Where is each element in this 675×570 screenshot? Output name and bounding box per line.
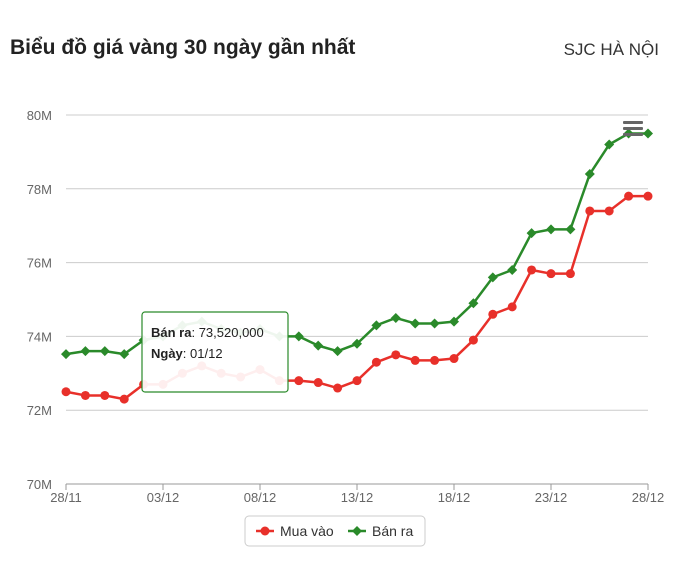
y-axis: 70M 72M 74M 76M 78M 80M bbox=[27, 108, 52, 492]
data-point[interactable] bbox=[527, 265, 537, 275]
data-point[interactable] bbox=[371, 357, 381, 367]
data-point[interactable] bbox=[565, 269, 575, 279]
data-point[interactable] bbox=[488, 309, 498, 319]
legend-item-mua-vao[interactable]: Mua vào bbox=[256, 523, 334, 539]
y-tick-label: 74M bbox=[27, 329, 52, 344]
x-tick-label: 08/12 bbox=[244, 490, 277, 505]
data-point[interactable] bbox=[313, 378, 323, 388]
data-point[interactable] bbox=[390, 312, 401, 323]
data-point[interactable] bbox=[100, 390, 110, 400]
x-axis: 28/11 03/12 08/12 13/12 18/12 23/12 28/12 bbox=[50, 484, 664, 505]
data-point[interactable] bbox=[546, 224, 556, 235]
tooltip: Bán ra: 73,520,000 Ngày: 01/12 bbox=[141, 311, 289, 393]
legend: Mua vào Bán ra bbox=[244, 515, 426, 547]
data-point[interactable] bbox=[391, 350, 401, 360]
data-point[interactable] bbox=[643, 128, 653, 139]
data-point[interactable] bbox=[584, 169, 595, 180]
data-point[interactable] bbox=[294, 376, 304, 386]
x-tick-label: 28/11 bbox=[50, 490, 82, 505]
y-tick-label: 80M bbox=[27, 108, 52, 123]
x-tick-label: 13/12 bbox=[341, 490, 374, 505]
data-point[interactable] bbox=[352, 338, 362, 349]
svg-text:Bán ra: 73,520,000: Bán ra: 73,520,000 bbox=[151, 325, 264, 340]
tooltip-date: 01/12 bbox=[190, 346, 223, 361]
data-point[interactable] bbox=[507, 302, 517, 312]
data-point[interactable] bbox=[449, 316, 459, 327]
data-point[interactable] bbox=[119, 394, 129, 404]
x-tick-label: 23/12 bbox=[535, 490, 568, 505]
data-point[interactable] bbox=[80, 390, 90, 400]
x-tick-label: 18/12 bbox=[438, 490, 471, 505]
tooltip-date-label: Ngày bbox=[151, 346, 184, 361]
chart-title: Biểu đồ giá vàng 30 ngày gần nhất bbox=[10, 36, 356, 59]
data-point[interactable] bbox=[410, 318, 421, 329]
data-point[interactable] bbox=[546, 269, 556, 279]
x-tick-label: 03/12 bbox=[147, 490, 180, 505]
data-point[interactable] bbox=[487, 272, 498, 283]
data-point[interactable] bbox=[410, 355, 420, 365]
data-point[interactable] bbox=[429, 318, 440, 329]
data-point[interactable] bbox=[449, 354, 459, 364]
legend-label-ban-ra: Bán ra bbox=[372, 523, 413, 539]
legend-label-mua-vao: Mua vào bbox=[280, 523, 334, 539]
y-tick-label: 76M bbox=[27, 256, 52, 271]
legend-item-ban-ra[interactable]: Bán ra bbox=[348, 523, 413, 539]
y-tick-label: 72M bbox=[27, 403, 52, 418]
hamburger-menu-icon[interactable] bbox=[623, 121, 643, 136]
data-point[interactable] bbox=[507, 264, 518, 275]
data-point[interactable] bbox=[313, 340, 324, 351]
data-point[interactable] bbox=[80, 346, 91, 357]
data-point[interactable] bbox=[604, 206, 614, 216]
data-point[interactable] bbox=[371, 320, 382, 331]
data-point[interactable] bbox=[585, 206, 595, 216]
tooltip-series-label: Bán ra bbox=[151, 325, 192, 340]
data-point[interactable] bbox=[293, 331, 304, 342]
data-point[interactable] bbox=[430, 355, 440, 365]
data-point[interactable] bbox=[565, 224, 576, 235]
data-point[interactable] bbox=[526, 228, 537, 239]
data-point[interactable] bbox=[332, 346, 343, 357]
data-point[interactable] bbox=[333, 383, 343, 393]
svg-text:Ngày: 01/12: Ngày: 01/12 bbox=[151, 346, 223, 361]
data-point[interactable] bbox=[61, 387, 71, 397]
tooltip-value: 73,520,000 bbox=[199, 325, 264, 340]
data-point[interactable] bbox=[624, 191, 634, 201]
location-label: SJC HÀ NỘI bbox=[563, 40, 659, 59]
data-point[interactable] bbox=[643, 191, 653, 201]
grid-lines bbox=[66, 114, 648, 485]
y-tick-label: 78M bbox=[27, 182, 52, 197]
data-point[interactable] bbox=[61, 349, 71, 360]
x-tick-label: 28/12 bbox=[632, 490, 665, 505]
data-point[interactable] bbox=[352, 376, 362, 386]
data-point[interactable] bbox=[468, 298, 479, 309]
y-tick-label: 70M bbox=[27, 477, 52, 492]
data-point[interactable] bbox=[99, 346, 110, 357]
data-point[interactable] bbox=[604, 139, 615, 150]
data-point[interactable] bbox=[119, 349, 130, 360]
data-point[interactable] bbox=[468, 335, 478, 345]
